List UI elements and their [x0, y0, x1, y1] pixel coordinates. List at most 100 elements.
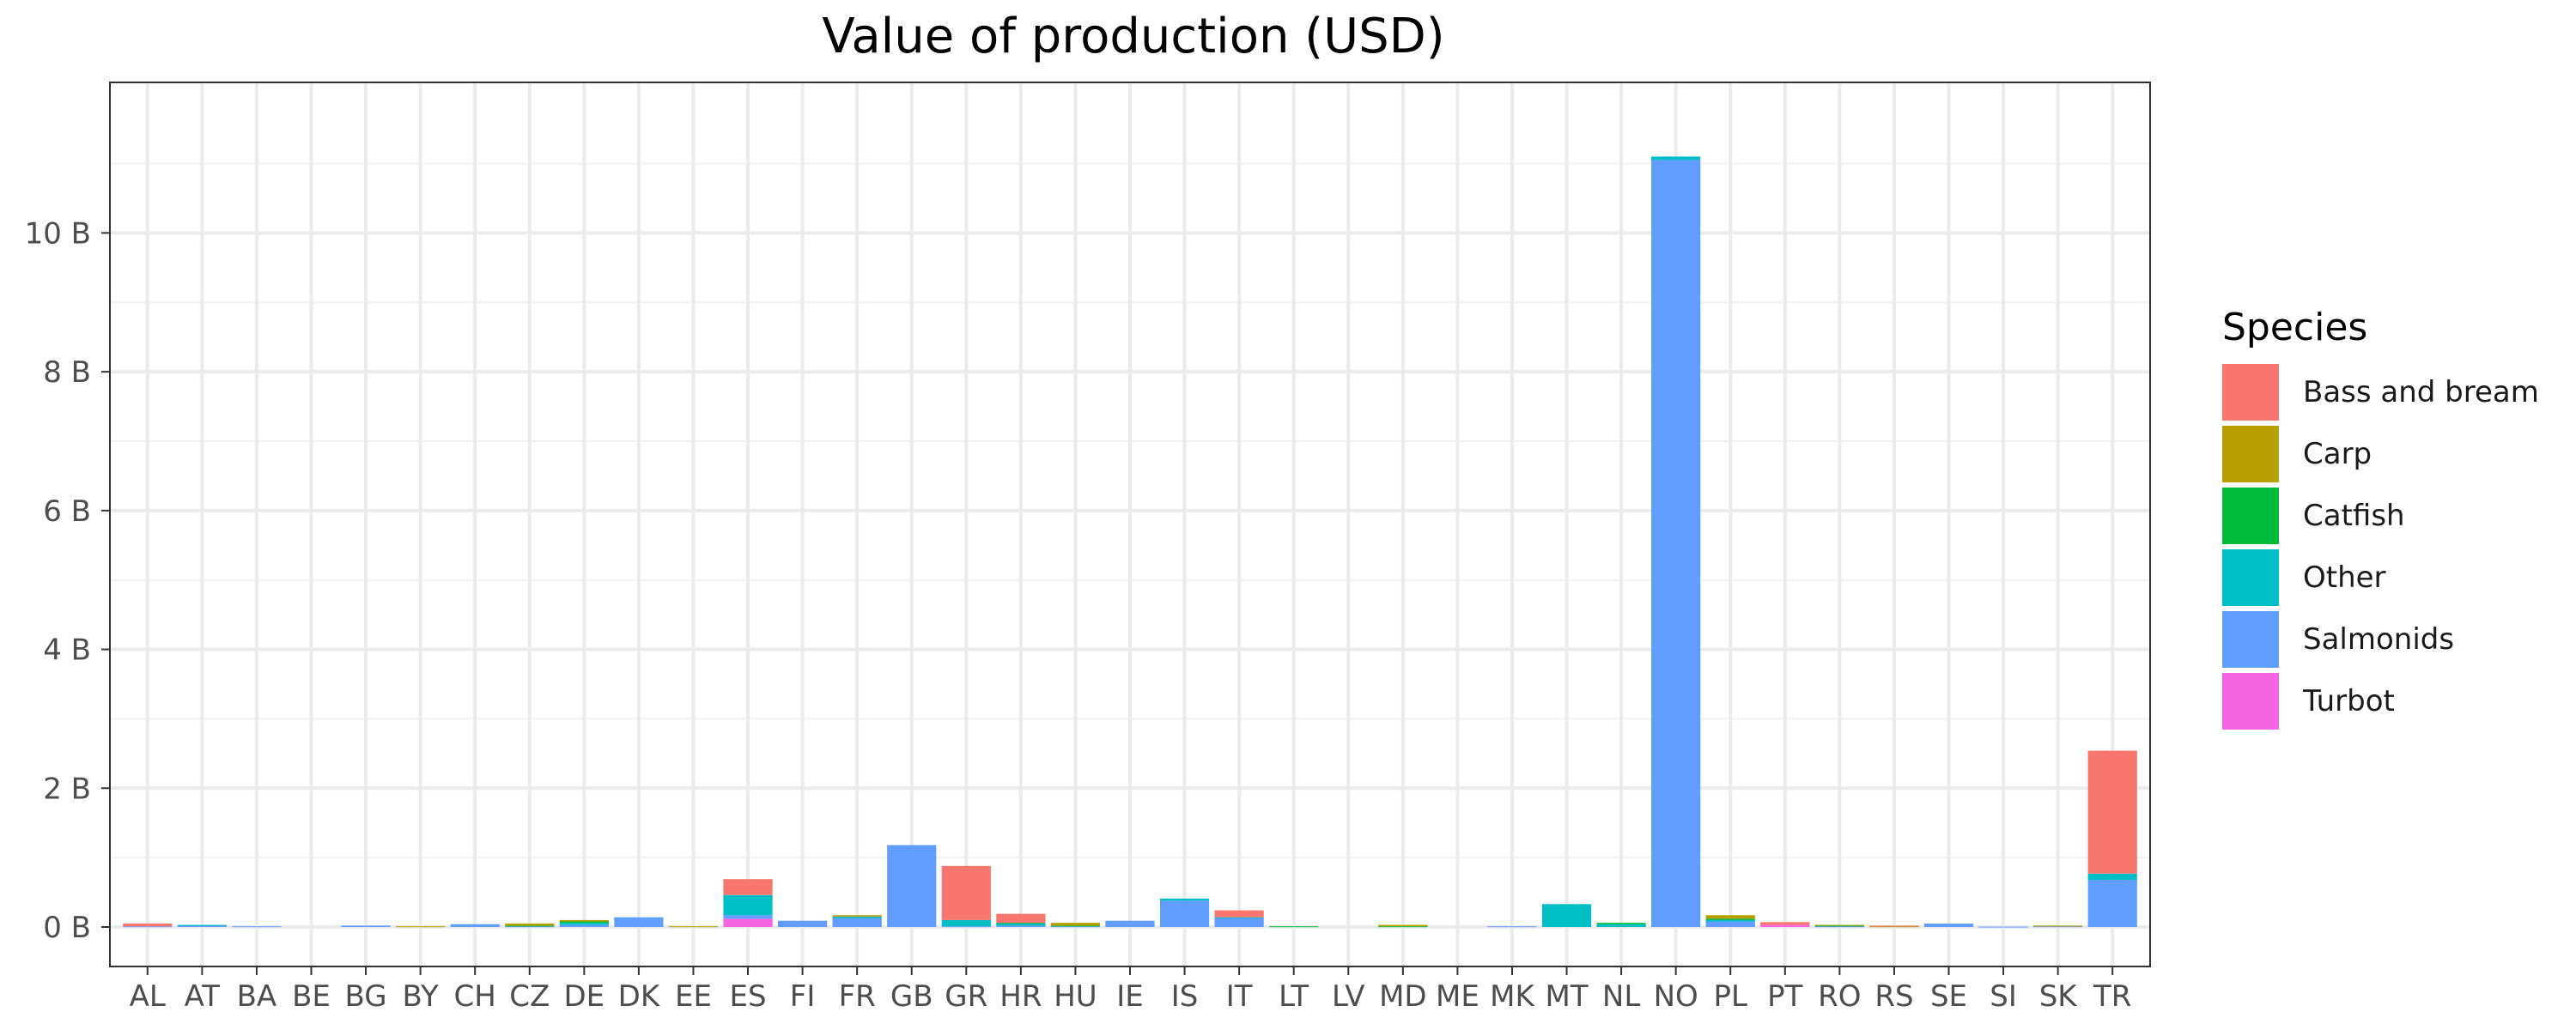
legend: Species Bass and bream Carp Catfish Other Sa…: [2222, 306, 2539, 732]
bar-segment: [341, 925, 391, 927]
x-tick-label: BG: [345, 979, 387, 1014]
x-tick-label: MK: [1490, 979, 1535, 1014]
x-tick-label: DK: [618, 979, 661, 1014]
bar-segment: [123, 926, 173, 928]
x-tick-label: LT: [1279, 979, 1309, 1014]
bar-segment: [1814, 926, 1864, 928]
bar-segment: [777, 920, 828, 927]
legend-item: Turbot: [2222, 670, 2539, 732]
bar-segment: [941, 865, 991, 920]
bar-segment: [1760, 924, 1810, 927]
bar-segment: [996, 923, 1046, 926]
y-tick-label: 6 B: [43, 494, 91, 529]
x-tick-label: GR: [945, 979, 987, 1014]
bar-segment: [559, 923, 609, 925]
legend-label: Salmonids: [2303, 622, 2455, 657]
legend-label: Other: [2303, 560, 2386, 595]
bar-segment: [723, 918, 773, 927]
bar-segment: [723, 879, 773, 895]
x-tick-label: MT: [1545, 979, 1588, 1014]
bar-segment: [1869, 926, 1919, 928]
bar-segment: [2033, 926, 2083, 928]
bar-segment: [1378, 926, 1428, 928]
y-tick-label: 8 B: [43, 355, 91, 390]
x-tick-label: SK: [2039, 979, 2079, 1014]
bar-segment: [1869, 925, 1919, 927]
legend-item: Bass and bream: [2222, 361, 2539, 423]
bar-segment: [1596, 923, 1646, 924]
bar-segment: [1214, 918, 1264, 927]
x-tick-label: HR: [999, 979, 1042, 1014]
legend-items: Bass and bream Carp Catfish Other Salmonids T…: [2222, 361, 2539, 732]
legend-title: Species: [2222, 306, 2368, 349]
bar-segment: [996, 925, 1046, 927]
bar-segment: [396, 926, 446, 928]
bars: [123, 156, 2137, 928]
bar-segment: [177, 924, 227, 926]
x-tick-label: DE: [563, 979, 605, 1014]
bar-segment: [1705, 921, 1755, 927]
x-tick-label: SI: [1990, 979, 2017, 1014]
x-tick-label: CH: [454, 979, 496, 1014]
bar-segment: [505, 923, 555, 926]
bar-segment: [887, 845, 937, 927]
bar-segment: [1651, 160, 1701, 928]
bar-segment: [2033, 925, 2083, 927]
bar-segment: [2087, 880, 2137, 927]
x-tick-label: IE: [1116, 979, 1144, 1014]
legend-item: Catfish: [2222, 485, 2539, 547]
x-tick-label: ES: [729, 979, 766, 1014]
bar-segment: [832, 916, 882, 918]
x-tick-label: AL: [130, 979, 166, 1014]
bar-segment: [505, 925, 555, 927]
bar-segment: [1705, 918, 1755, 920]
legend-swatch: [2222, 549, 2279, 606]
x-tick-label: AT: [185, 979, 221, 1014]
x-tick-label: ME: [1436, 979, 1479, 1014]
x-tick-label: GB: [890, 979, 933, 1014]
bar-segment: [1923, 923, 1974, 927]
y-tick-label: 0 B: [43, 911, 91, 945]
bar-segment: [177, 925, 227, 927]
x-tick-label: NL: [1602, 979, 1640, 1014]
bar-segment: [668, 926, 719, 928]
bar-segment: [1159, 898, 1210, 901]
x-tick-label: BY: [403, 979, 439, 1014]
bar-segment: [941, 919, 991, 927]
legend-swatch: [2222, 426, 2279, 482]
x-tick-label: RS: [1874, 979, 1913, 1014]
bar-segment: [559, 921, 609, 924]
x-tick-label: PL: [1714, 979, 1748, 1014]
bar-segment: [450, 924, 500, 927]
legend-swatch: [2222, 364, 2279, 421]
bar-segment: [2087, 750, 2137, 874]
bar-segment: [832, 918, 882, 927]
chart-title: Value of production (USD): [822, 9, 1445, 64]
bar-segment: [1651, 156, 1701, 161]
bar-segment: [996, 923, 1046, 924]
bar-segment: [1378, 924, 1428, 927]
bar-segment: [1705, 915, 1755, 919]
x-tick-label: TR: [2093, 979, 2131, 1014]
legend-item: Carp: [2222, 423, 2539, 485]
bar-segment: [832, 915, 882, 917]
bar-segment: [559, 924, 609, 927]
bar-segment: [232, 926, 282, 928]
x-tick-label: HU: [1054, 979, 1097, 1014]
bar-segment: [1541, 904, 1592, 927]
bar-segment: [1814, 924, 1864, 926]
legend-label: Carp: [2303, 437, 2372, 471]
y-tick-label: 10 B: [25, 216, 91, 251]
x-tick-label: MD: [1379, 979, 1427, 1014]
bar-segment: [723, 915, 773, 919]
x-tick-label: IS: [1171, 979, 1199, 1014]
x-tick-label: BA: [237, 979, 277, 1014]
x-tick-label: NO: [1654, 979, 1698, 1014]
x-tick-label: FI: [790, 979, 816, 1014]
bar-segment: [559, 919, 609, 922]
bar-segment: [996, 913, 1046, 924]
bar-segment: [1705, 919, 1755, 922]
bar-segment: [505, 926, 555, 928]
x-tick-label: IT: [1226, 979, 1253, 1014]
